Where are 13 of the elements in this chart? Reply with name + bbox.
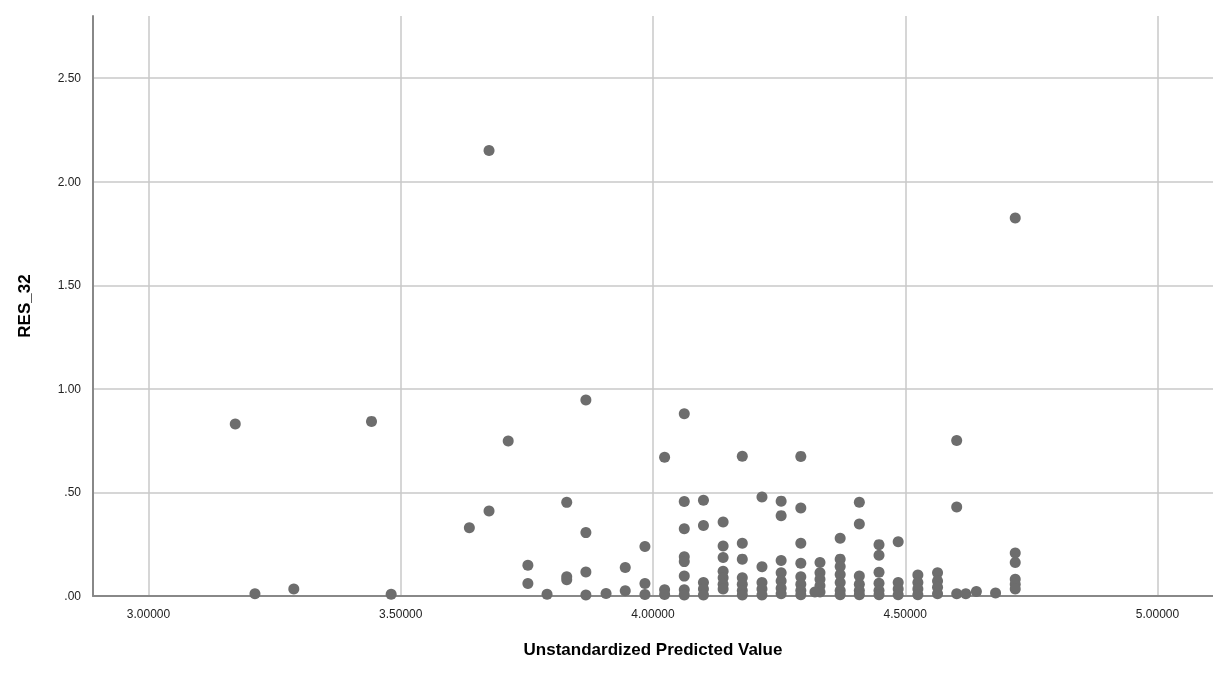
y-tick-label: 2.50: [57, 71, 82, 86]
x-tick-label: 3.50000: [379, 607, 423, 621]
y-axis-title: RES_32: [15, 274, 34, 338]
y-tick-label: .00: [64, 589, 82, 603]
x-tick-label: 5.00000: [1135, 607, 1180, 621]
y-tick-label: 1.50: [57, 278, 82, 293]
y-tick-label: .50: [64, 485, 82, 500]
x-axis-title: Unstandardized Predicted Value: [523, 640, 783, 659]
y-tick-label: 1.00: [57, 381, 82, 396]
x-tick-label: 4.50000: [883, 607, 928, 621]
x-tick-label: 3.00000: [126, 607, 171, 621]
y-tick-label: 2.00: [57, 174, 82, 189]
x-tick-label: 4.00000: [631, 607, 676, 621]
